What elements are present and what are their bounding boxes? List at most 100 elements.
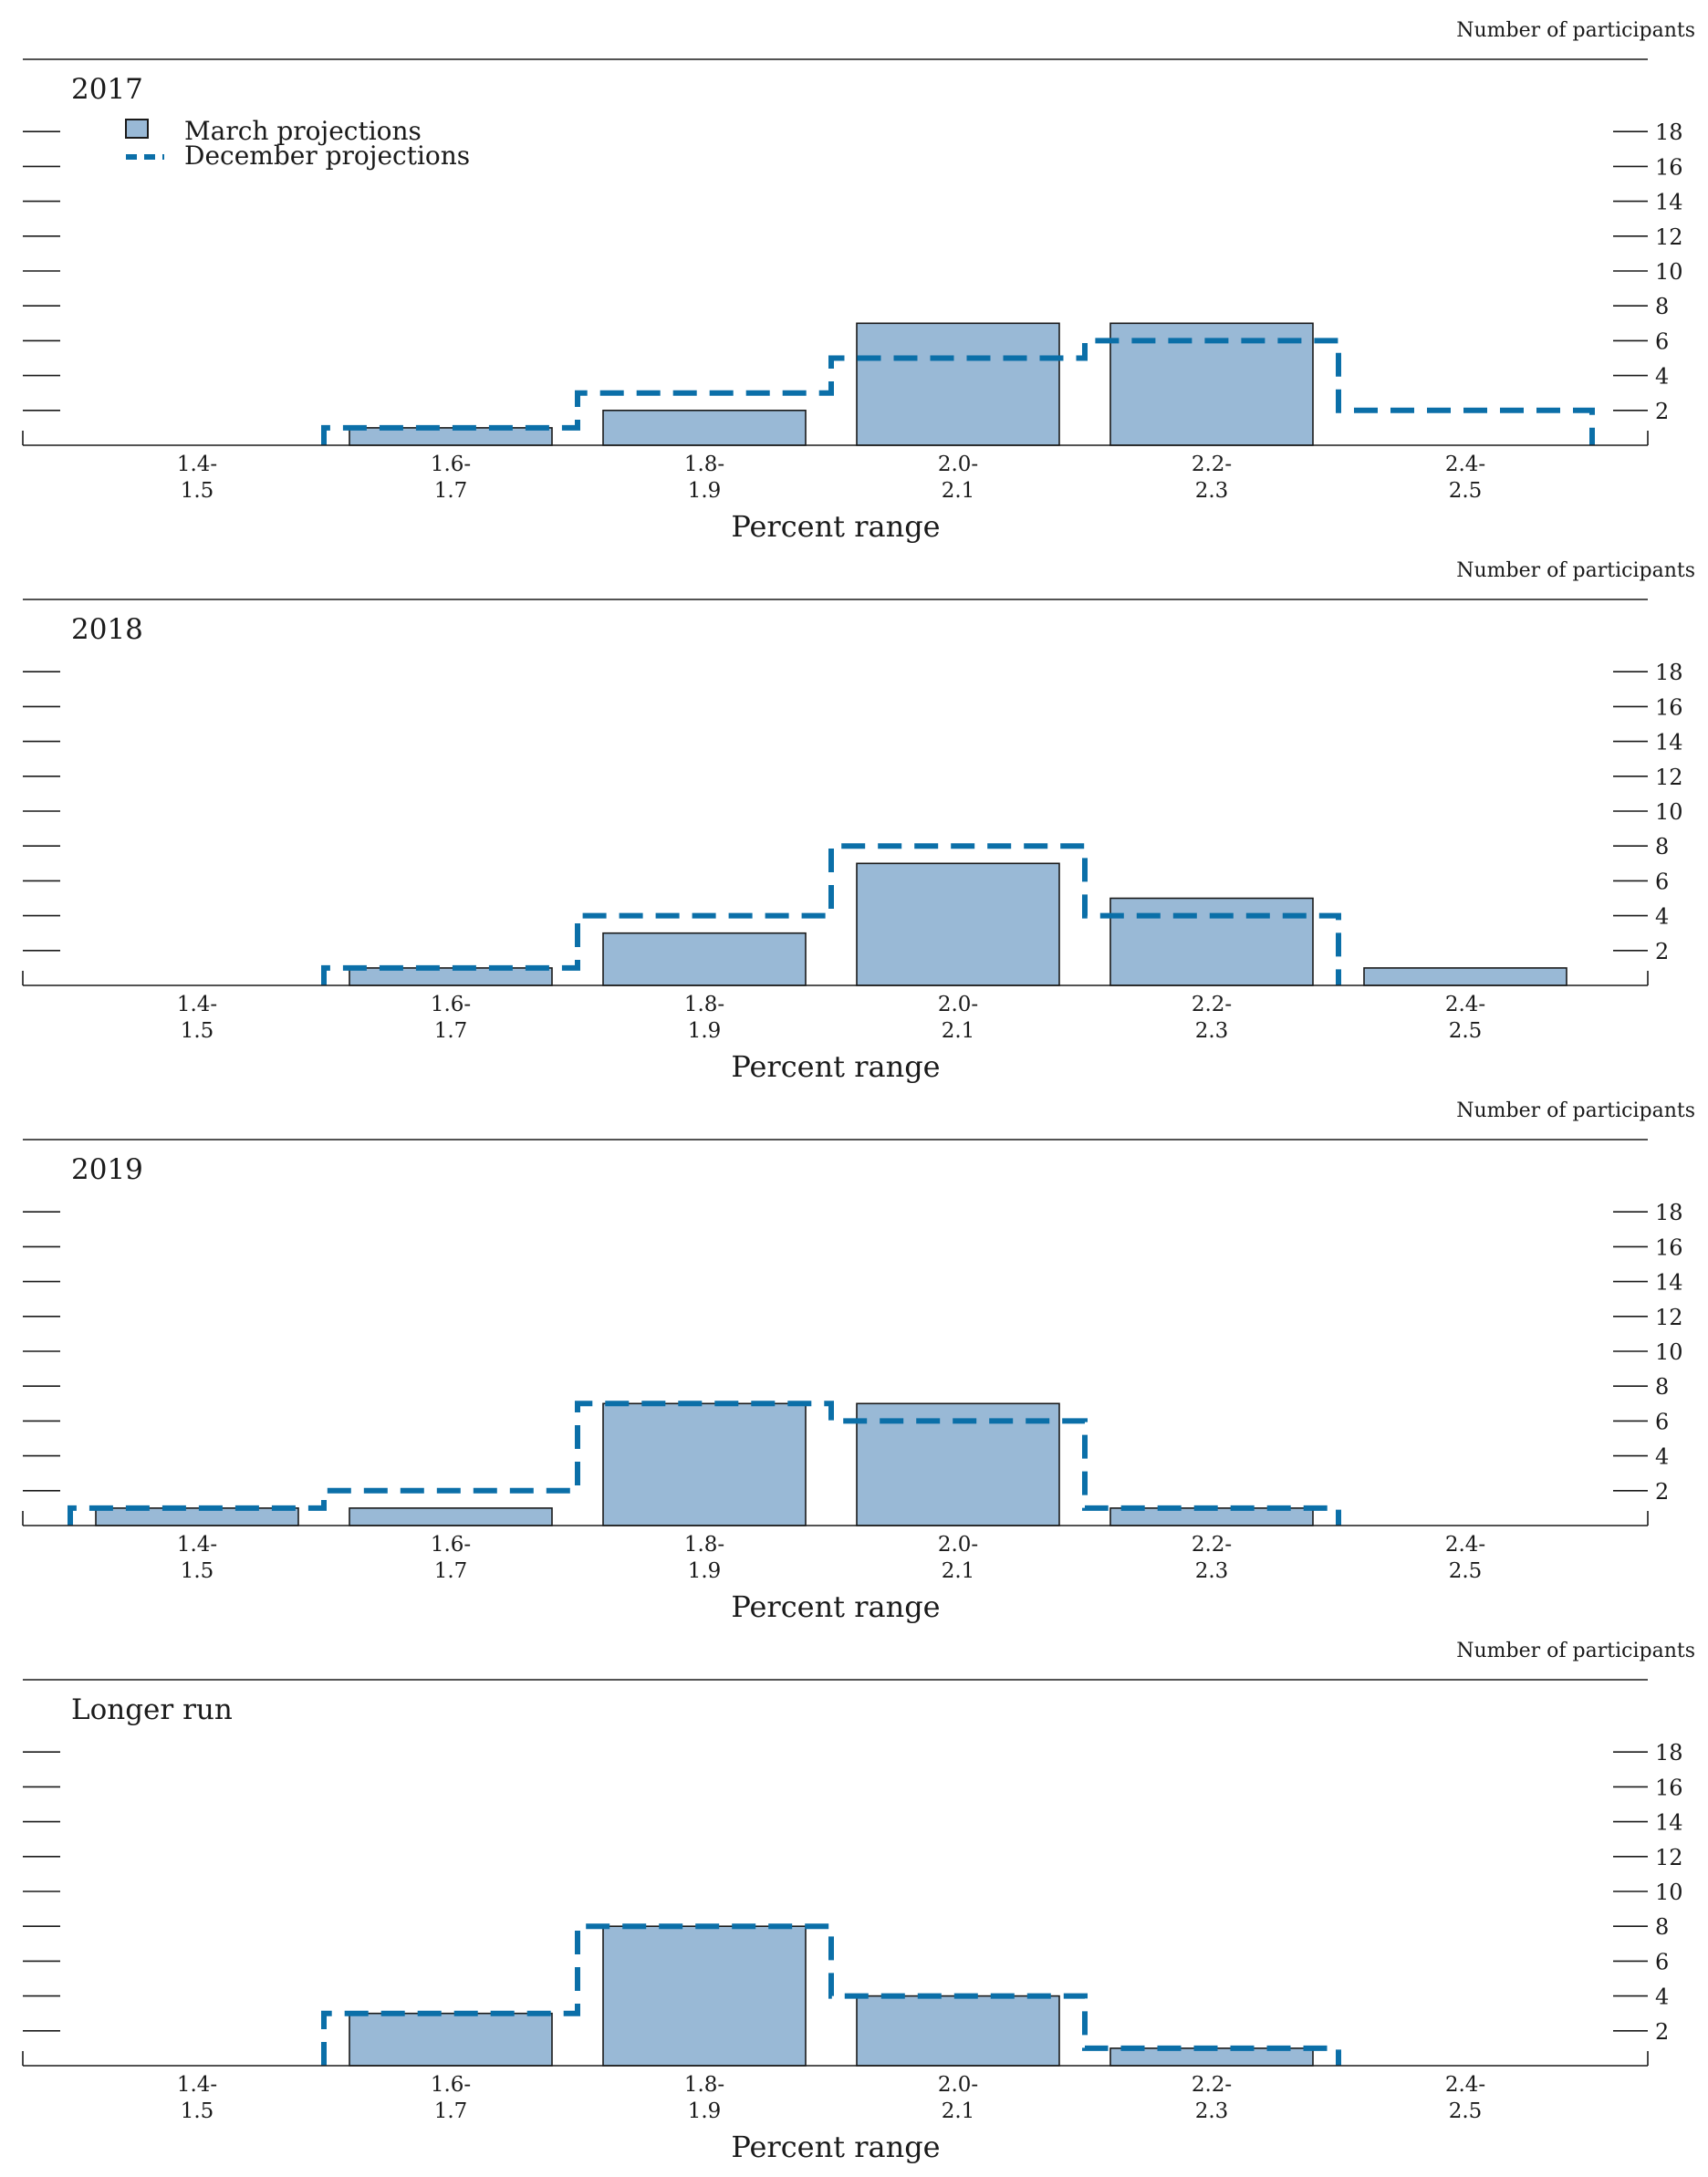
panel-3: Number of participants Longer run 2 4 6 8 10 12… [22,1640,1695,2164]
y-tick-label: 12 [1655,765,1683,790]
y-tick-label: 6 [1655,328,1669,354]
unit-label: Number of participants [1456,19,1695,42]
x-tick-label: 1.6-1.7 [431,1533,471,1583]
x-axis-title: Percent range [731,509,940,544]
x-tick-label-line: 1.9 [688,1019,722,1043]
y-tick-label: 2 [1655,2019,1669,2045]
x-tick-label: 1.8- 1.9 [684,453,724,503]
y-tick-label: 4 [1655,364,1669,390]
x-tick-label-line: 2.0- [938,453,978,476]
y-tick-label: 12 [1655,224,1683,250]
dashed-step-line [321,338,1595,445]
y-tick-label: 10 [1655,259,1683,285]
y-tick-label: 14 [1655,730,1683,755]
panel-title: 2017 [71,73,143,106]
bar [602,409,807,446]
panel-title: 2019 [71,1153,143,1186]
bar [1363,967,1567,986]
y-tick-label: 16 [1655,1775,1683,1800]
x-tick-label: 2.4-2.5 [1445,1533,1485,1583]
x-tick-label-line: 2.3 [1195,1559,1229,1583]
x-tick-label-line: 1.7 [434,479,468,503]
y-tick-label: 10 [1655,799,1683,825]
y-tick-label: 2 [1655,1479,1669,1505]
legend-label: March projections [184,116,422,146]
x-tick-label: 2.2- 2.3 [1192,993,1232,1043]
bar [349,2012,553,2067]
y-tick-label: 18 [1655,120,1683,145]
x-tick-label-line: 1.7 [434,1559,468,1583]
x-tick-label-line: 2.4- [1445,2073,1485,2097]
y-tick-label: 8 [1655,834,1669,859]
x-tick-label-line: 1.6- [431,993,471,1016]
y-tick-label: 8 [1655,294,1669,319]
x-tick-label: 2.0- 2.1 [938,453,978,503]
y-tick-label: 2 [1655,399,1669,424]
x-tick-label-line: 1.8- [684,1533,724,1557]
x-tick-label-line: 1.5 [181,2099,214,2123]
y-tick-label: 6 [1655,1949,1669,1974]
x-tick-label-line: 2.2- [1192,2073,1232,2097]
dashed-step-line [321,1923,1341,2066]
bar [856,1995,1060,2067]
x-tick-label-line: 2.5 [1449,1559,1483,1583]
x-tick-label-line: 2.1 [942,2099,975,2123]
x-tick-label-line: 2.1 [942,479,975,503]
y-tick-label: 6 [1655,869,1669,894]
legend-label: December projections [184,141,470,171]
x-tick-label: 1.6-1.7 [431,2073,471,2123]
x-tick-label-line: 2.5 [1449,2099,1483,2123]
x-tick-label: 1.4-1.5 [177,2073,217,2123]
bar [602,1402,807,1526]
x-tick-label-line: 2.4- [1445,1533,1485,1557]
legend-swatch-bar [125,119,149,139]
y-tick-label: 10 [1655,1880,1683,1905]
x-axis-title: Percent range [731,1589,940,1624]
x-tick-label-line: 2.4- [1445,453,1485,476]
x-tick-label-line: 1.5 [181,1019,214,1043]
y-tick-label: 16 [1655,1234,1683,1260]
x-tick-label: 1.8-1.9 [684,2073,724,2123]
bar [856,862,1060,986]
bar [602,932,807,986]
x-tick-label: 1.6-1.7 [431,453,471,503]
y-tick-label: 4 [1655,904,1669,930]
x-tick-label: 1.4-1.5 [177,1533,217,1583]
y-tick-label: 18 [1655,660,1683,685]
y-tick-label: 4 [1655,1984,1669,2010]
x-tick-label-line: 2.0- [938,2073,978,2097]
x-tick-label-line: 2.5 [1449,479,1483,503]
y-tick-label: 6 [1655,1409,1669,1434]
x-tick-label: 1.4-1.5 [177,453,217,503]
x-tick-label-line: 1.7 [434,2099,468,2123]
x-tick-label-line: 1.8- [684,2073,724,2097]
panel-0: Number of participants 2017 2 4 6 8 10 12 14 16 18… [22,19,1695,544]
x-tick-label-line: 1.4- [177,993,217,1016]
unit-label: Number of participants [1456,1099,1695,1122]
x-axis-title: Percent range [731,1049,940,1084]
x-tick-label-line: 2.0- [938,1533,978,1557]
y-tick-label: 18 [1655,1740,1683,1766]
x-tick-label-line: 2.2- [1192,453,1232,476]
x-tick-label: 1.8-1.9 [684,1533,724,1583]
x-tick-label-line: 2.3 [1195,479,1229,503]
x-axis-title: Percent range [731,2130,940,2164]
y-tick-label: 12 [1655,1845,1683,1870]
x-tick-label-line: 2.4- [1445,993,1485,1016]
x-tick-label: 2.4-2.5 [1445,993,1485,1043]
y-tick-label: 2 [1655,939,1669,964]
x-tick-label: 1.4- 1.5 [177,993,217,1043]
x-tick-label-line: 2.2- [1192,993,1232,1016]
x-tick-label-line: 1.8- [684,453,724,476]
x-tick-label: 1.8-1.9 [684,993,724,1043]
x-tick-label-line: 1.6- [431,2073,471,2097]
x-tick-label-line: 2.0- [938,993,978,1016]
y-tick-label: 10 [1655,1339,1683,1365]
y-tick-label: 16 [1655,694,1683,720]
x-tick-label-line: 1.9 [688,479,722,503]
x-tick-label-line: 1.5 [181,1559,214,1583]
panel-title: Longer run [71,1693,233,1726]
y-tick-label: 12 [1655,1305,1683,1330]
